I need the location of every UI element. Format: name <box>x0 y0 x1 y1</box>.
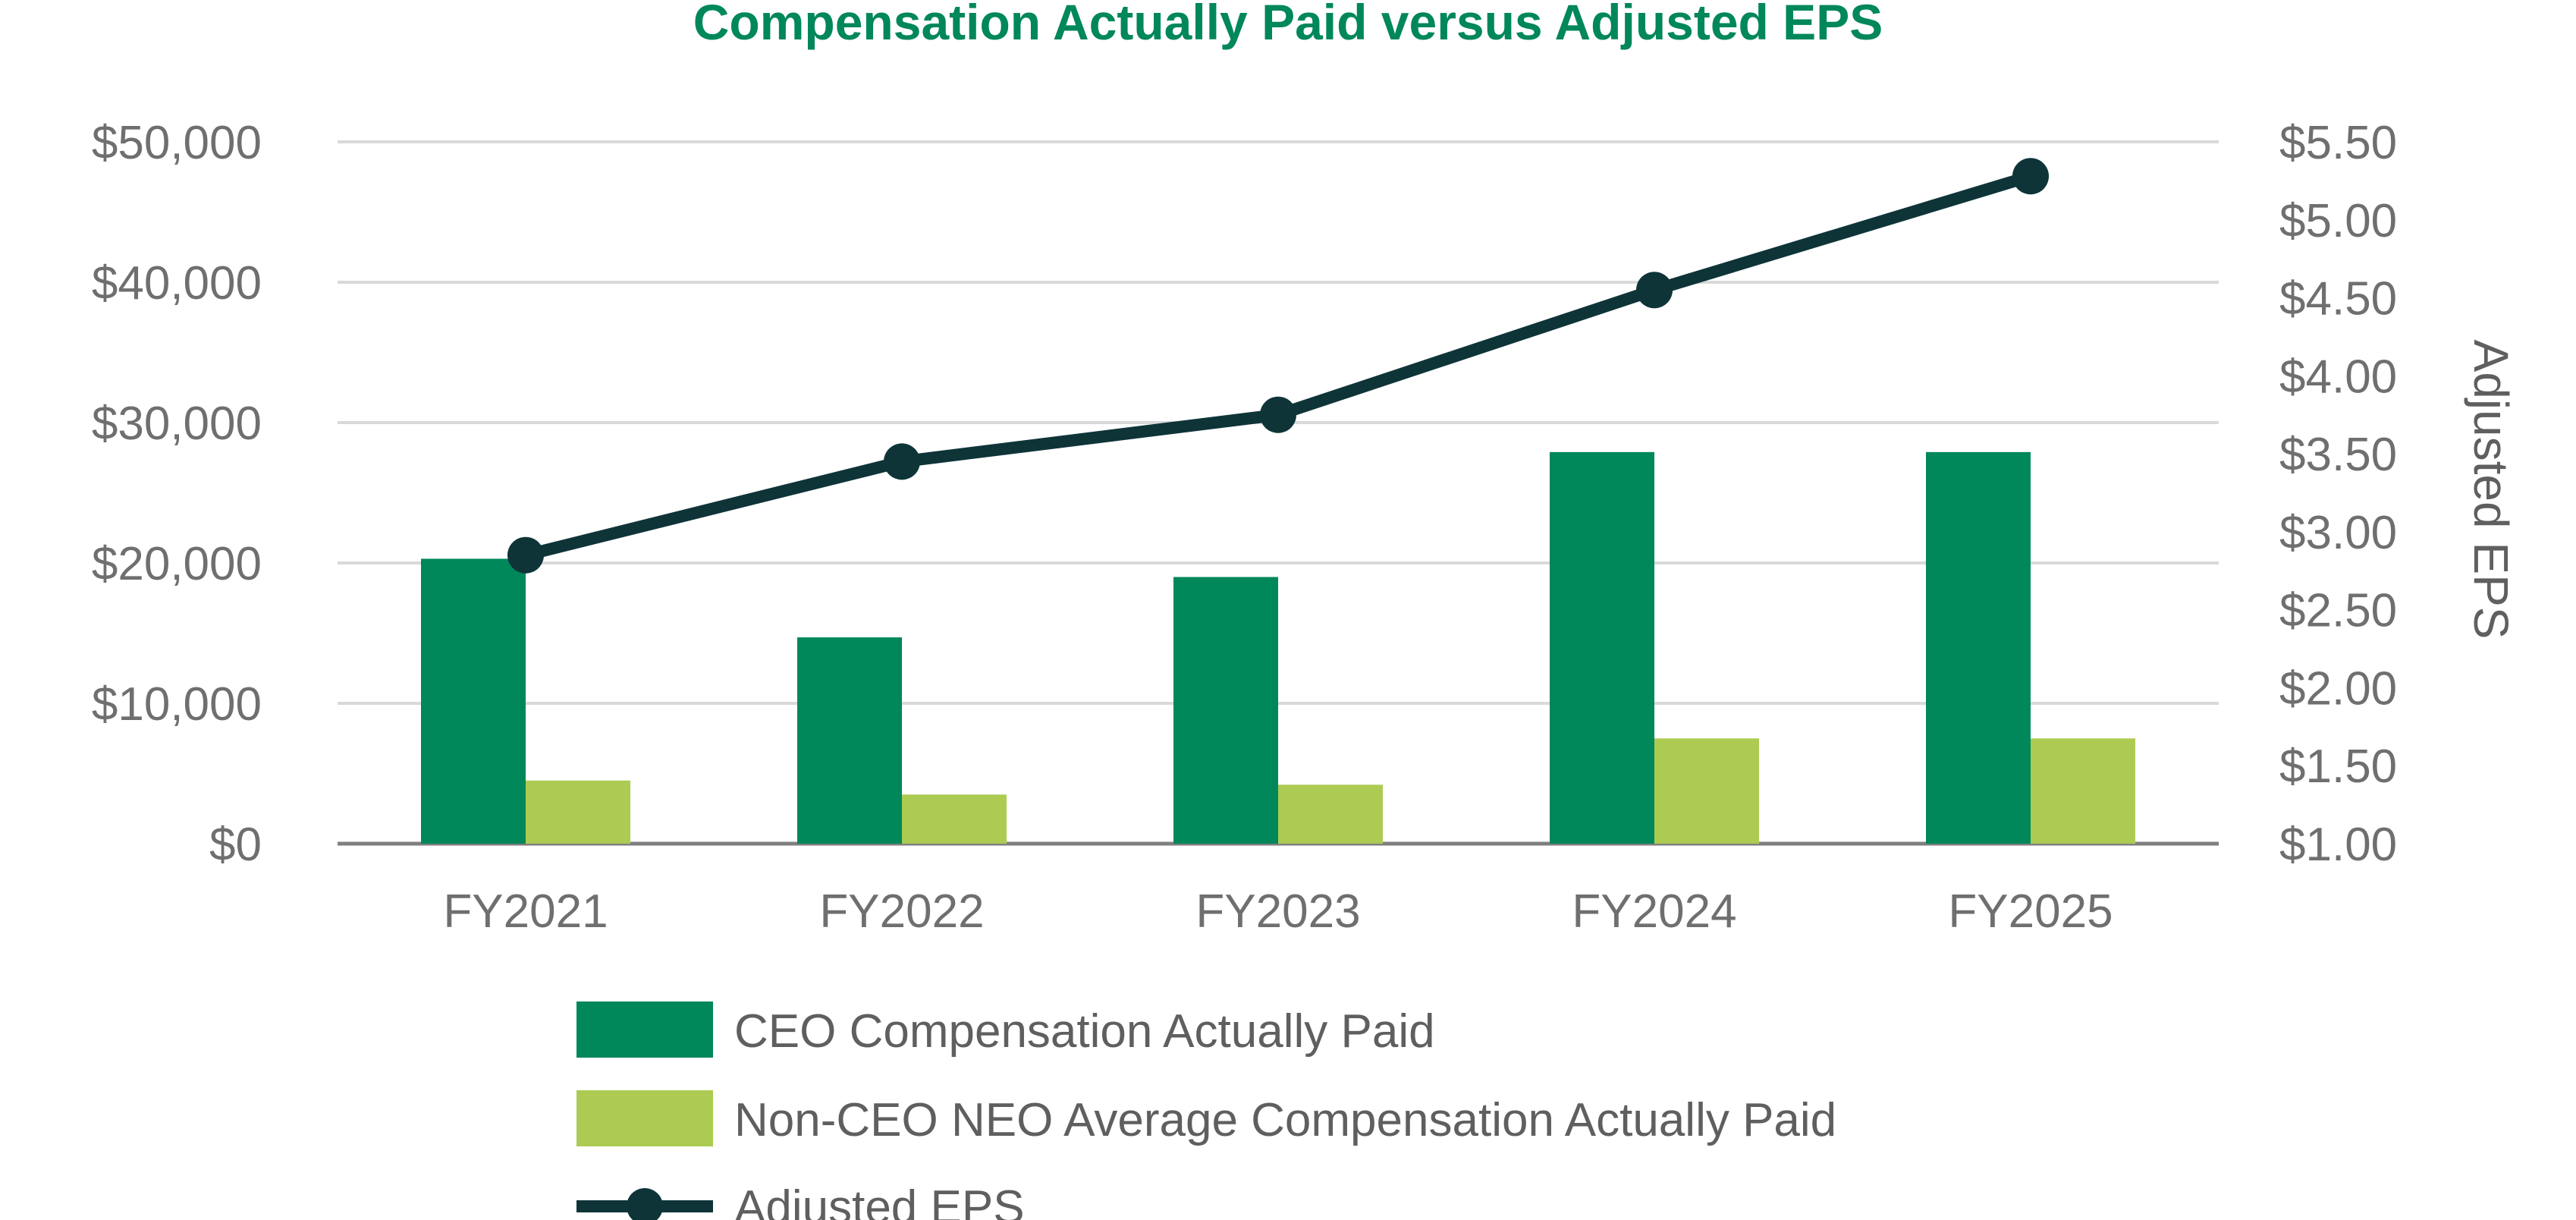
right-tick-label: $2.50 <box>2279 585 2397 637</box>
left-tick-label: $30,000 <box>92 398 262 450</box>
ceo-bar <box>1926 451 2031 844</box>
eps-point <box>2012 158 2049 195</box>
eps-line-layer <box>507 158 2049 574</box>
right-axis-ticks: $1.00 $1.50 $2.00 $2.50 $3.00 $3.50 $4.00 $4.50… <box>2279 117 2397 871</box>
right-tick-label: $1.00 <box>2279 819 2397 871</box>
neo-bar <box>902 794 1007 844</box>
left-tick-label: $20,000 <box>92 538 262 590</box>
left-axis-ticks: $0 $10,000 $20,000 $30,000 $40,000 $50,000 <box>92 117 262 871</box>
right-tick-label: $3.50 <box>2279 429 2397 481</box>
legend-swatch <box>576 1090 713 1146</box>
eps-point <box>1260 396 1296 433</box>
eps-point <box>884 443 920 480</box>
x-tick-label: FY2024 <box>1572 885 1736 938</box>
right-tick-label: $1.50 <box>2279 740 2397 793</box>
x-tick-label: FY2025 <box>1948 885 2113 938</box>
left-tick-label: $40,000 <box>92 257 262 310</box>
right-tick-label: $5.00 <box>2279 195 2397 247</box>
ceo-bar <box>421 558 526 844</box>
right-tick-label: $2.00 <box>2279 662 2397 715</box>
legend-marker <box>627 1188 663 1220</box>
left-tick-label: $10,000 <box>92 678 262 731</box>
neo-bar <box>1654 738 1759 844</box>
left-tick-label: $0 <box>209 819 262 871</box>
eps-point <box>507 536 544 574</box>
legend-swatch <box>576 1001 713 1058</box>
bars <box>421 451 2135 844</box>
legend-label: CEO Compensation Actually Paid <box>734 1005 1435 1058</box>
x-tick-label: FY2021 <box>443 885 608 938</box>
ceo-bar <box>1550 451 1654 844</box>
ceo-bar <box>1173 577 1278 844</box>
x-tick-label: FY2023 <box>1195 885 1360 938</box>
right-axis-title: Adjusted EPS <box>2464 340 2518 640</box>
legend: CEO Compensation Actually Paid Non-CEO NE… <box>576 1001 1836 1220</box>
right-tick-label: $4.00 <box>2279 351 2397 403</box>
neo-bar <box>526 780 630 844</box>
x-axis-ticks: FY2021 FY2022 FY2023 FY2024 FY2025 <box>443 885 2113 938</box>
ceo-bar <box>797 637 902 844</box>
right-tick-label: $3.00 <box>2279 507 2397 559</box>
legend-label: Non-CEO NEO Average Compensation Actuall… <box>734 1094 1836 1146</box>
x-tick-label: FY2022 <box>819 885 984 938</box>
right-tick-label: $4.50 <box>2279 273 2397 325</box>
chart-title: Compensation Actually Paid versus Adjust… <box>693 0 1883 50</box>
eps-line <box>524 170 2033 561</box>
legend-label: Adjusted EPS <box>734 1181 1025 1220</box>
eps-point <box>1636 272 1673 309</box>
neo-bar <box>1278 785 1383 844</box>
neo-bar <box>2031 738 2135 844</box>
left-tick-label: $50,000 <box>92 117 262 169</box>
right-tick-label: $5.50 <box>2279 117 2397 169</box>
